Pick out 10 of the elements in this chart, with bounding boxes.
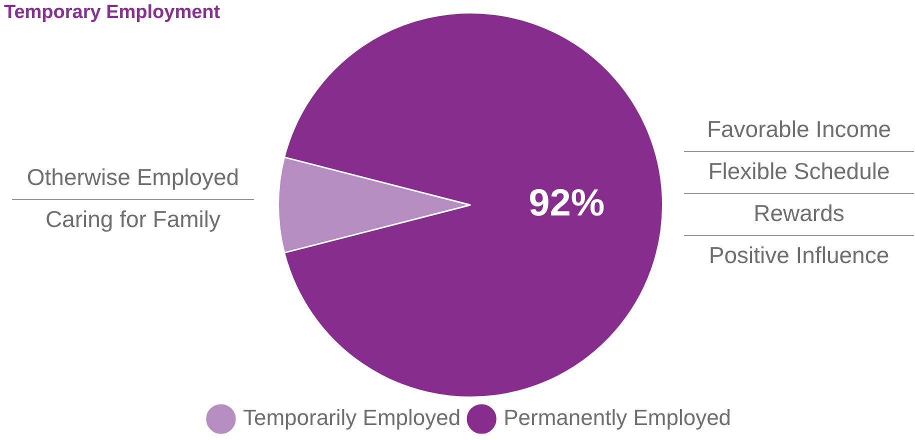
chart-title: Temporary Employment bbox=[4, 2, 220, 24]
legend-label: Permanently Employed bbox=[504, 405, 732, 430]
data-label: 92% bbox=[528, 182, 605, 224]
legend-label: Temporarily Employed bbox=[242, 405, 461, 430]
text: Positive Influence bbox=[708, 241, 890, 270]
text: Otherwise Employed bbox=[12, 158, 254, 200]
text: Rewards bbox=[684, 194, 914, 236]
text: Flexible Schedule bbox=[684, 152, 914, 194]
text: Caring for Family bbox=[44, 205, 222, 234]
text: Favorable Income bbox=[684, 110, 914, 152]
